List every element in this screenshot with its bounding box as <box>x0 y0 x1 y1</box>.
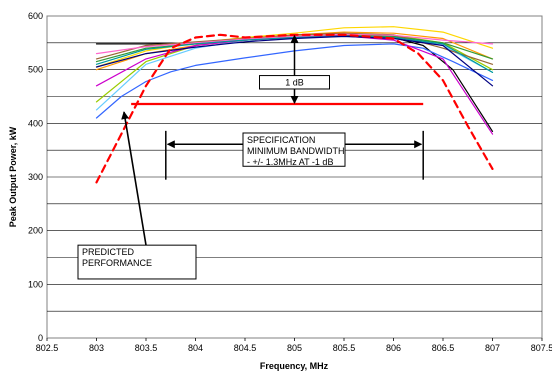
y-tick-label: 400 <box>28 118 43 128</box>
y-tick-label: 0 <box>38 333 43 343</box>
spec-text-line: - +/- 1.3MHz AT -1 dB <box>247 157 333 167</box>
x-tick-label: 802.5 <box>36 343 59 353</box>
predicted-text-line: PREDICTED <box>82 247 135 257</box>
series-line-predicted <box>95 33 494 184</box>
x-tick-label: 803.5 <box>135 343 158 353</box>
x-tick-label: 805.5 <box>333 343 356 353</box>
x-tick-labels: 802.5 803 803.5 804 804.5 805 805.5 806 806.5 807… <box>36 338 552 353</box>
spec-text-line: MINIMUM BANDWIDTH <box>247 146 345 156</box>
spec-text-line: SPECIFICATION <box>247 135 315 145</box>
x-axis-title: Frequency, MHz <box>260 361 329 371</box>
y-axis-title: Peak Output Power, kW <box>8 126 18 227</box>
spec-box <box>242 132 346 167</box>
x-tick-label: 805 <box>287 343 302 353</box>
predicted-box <box>77 244 197 280</box>
x-tick-label: 806 <box>386 343 401 353</box>
y-tick-label: 600 <box>28 11 43 21</box>
y-tick-label: 500 <box>28 65 43 75</box>
db-box <box>259 75 330 90</box>
x-tick-label: 806.5 <box>432 343 455 353</box>
series-line-5 <box>95 26 494 68</box>
predicted-arrow <box>121 111 147 246</box>
db-label: 1 dB <box>285 78 304 88</box>
predicted-text-line: PERFORMANCE <box>82 258 152 268</box>
x-tick-label: 804.5 <box>234 343 257 353</box>
series-line-2 <box>95 43 494 119</box>
y-tick-label: 100 <box>28 279 43 289</box>
x-tick-label: 807.5 <box>531 343 552 353</box>
y-tick-label: 300 <box>28 172 43 182</box>
x-tick-label: 807 <box>485 343 500 353</box>
y-tick-label: 200 <box>28 226 43 236</box>
x-tick-label: 804 <box>188 343 203 353</box>
y-tick-labels: 0 100 200 300 400 500 600 <box>28 11 43 343</box>
x-tick-label: 803 <box>89 343 104 353</box>
